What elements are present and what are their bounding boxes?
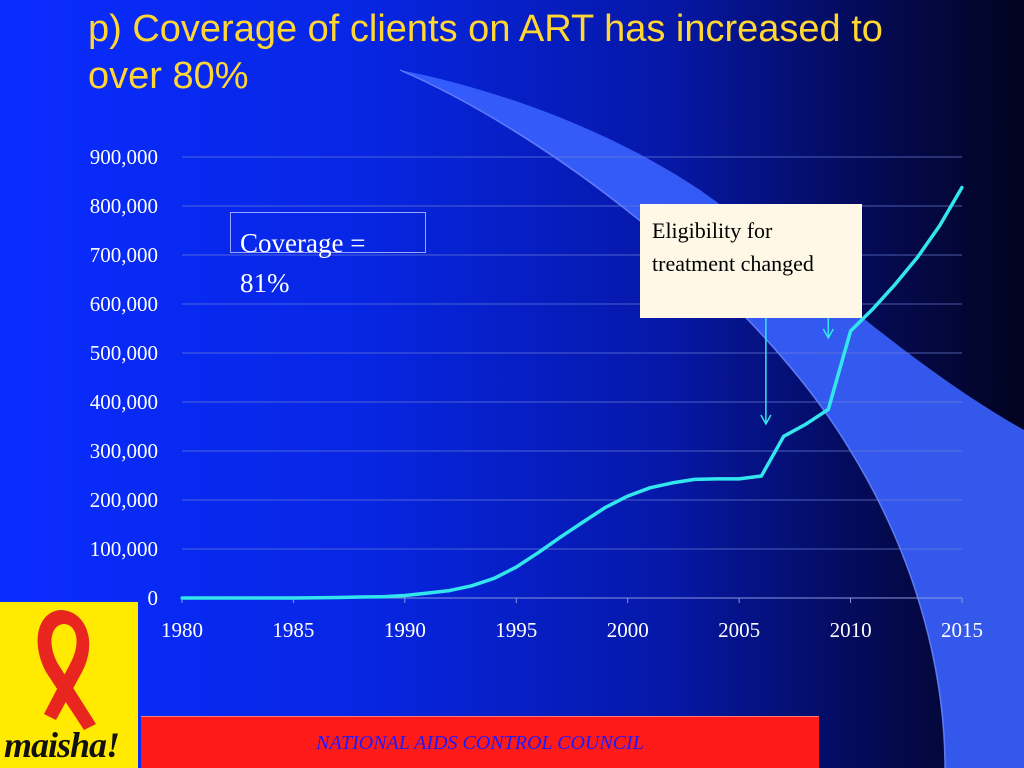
red-ribbon-icon bbox=[37, 610, 96, 730]
y-tick-label: 0 bbox=[148, 586, 159, 610]
slide-title: p) Coverage of clients on ART has increa… bbox=[88, 8, 883, 97]
data-point bbox=[380, 595, 385, 599]
data-point bbox=[291, 596, 296, 600]
data-point bbox=[581, 520, 585, 524]
data-point bbox=[224, 596, 229, 600]
data-point bbox=[336, 595, 340, 600]
eligibility-arrowhead bbox=[822, 328, 834, 340]
x-tick-label: 1980 bbox=[161, 618, 203, 642]
footer-bar: NATIONAL AIDS CONTROL COUNCIL bbox=[141, 716, 819, 768]
coverage-label: Coverage = 81% bbox=[240, 228, 366, 298]
data-point bbox=[737, 477, 741, 481]
y-tick-label: 300,000 bbox=[90, 439, 158, 463]
data-point bbox=[202, 596, 206, 600]
data-point bbox=[358, 595, 362, 599]
data-point bbox=[514, 565, 518, 569]
data-point bbox=[247, 596, 251, 600]
eligibility-callout: Eligibility for treatment changed bbox=[640, 204, 862, 318]
data-point bbox=[938, 224, 942, 228]
data-point bbox=[536, 550, 541, 555]
eligibility-arrowhead bbox=[760, 414, 772, 426]
footer-text: NATIONAL AIDS CONTROL COUNCIL bbox=[316, 732, 644, 754]
data-point bbox=[180, 596, 184, 600]
x-tick-label: 2010 bbox=[830, 618, 872, 642]
data-point bbox=[269, 596, 273, 600]
data-point bbox=[603, 505, 608, 509]
data-point bbox=[804, 422, 808, 426]
logo-text: maisha! bbox=[4, 725, 120, 765]
data-point bbox=[915, 255, 920, 260]
data-point bbox=[447, 589, 452, 593]
data-point bbox=[670, 481, 674, 485]
data-point bbox=[826, 407, 830, 411]
y-tick-label: 400,000 bbox=[90, 390, 158, 414]
data-point bbox=[871, 307, 875, 311]
data-point bbox=[626, 494, 630, 498]
background-swoosh-edge bbox=[399, 69, 946, 768]
y-tick-label: 700,000 bbox=[90, 243, 158, 267]
x-tick-label: 1995 bbox=[495, 618, 537, 642]
data-point bbox=[425, 591, 429, 595]
data-point bbox=[715, 477, 719, 481]
y-tick-label: 600,000 bbox=[90, 292, 158, 316]
data-point bbox=[492, 576, 496, 581]
y-tick-label: 500,000 bbox=[90, 341, 158, 365]
data-point bbox=[848, 329, 853, 333]
data-point bbox=[960, 185, 964, 189]
y-tick-label: 900,000 bbox=[90, 145, 158, 169]
coverage-label-box bbox=[230, 212, 426, 253]
data-point bbox=[648, 486, 652, 490]
data-point bbox=[559, 535, 563, 539]
y-tick-label: 200,000 bbox=[90, 488, 158, 512]
art-clients-line bbox=[182, 186, 964, 600]
data-point bbox=[314, 596, 318, 600]
x-tick-label: 1990 bbox=[384, 618, 426, 642]
data-point bbox=[470, 584, 474, 588]
x-tick-label: 1985 bbox=[272, 618, 314, 642]
data-point bbox=[692, 477, 697, 482]
data-point bbox=[403, 593, 407, 598]
y-tick-label: 100,000 bbox=[90, 537, 158, 561]
x-tick-label: 2000 bbox=[607, 618, 649, 642]
data-point bbox=[893, 282, 897, 286]
data-point bbox=[782, 434, 786, 438]
x-tick-label: 2005 bbox=[718, 618, 760, 642]
data-point bbox=[759, 474, 764, 478]
x-tick-label: 2015 bbox=[941, 618, 983, 642]
maisha-logo: maisha! bbox=[0, 602, 138, 768]
y-tick-label: 800,000 bbox=[90, 194, 158, 218]
